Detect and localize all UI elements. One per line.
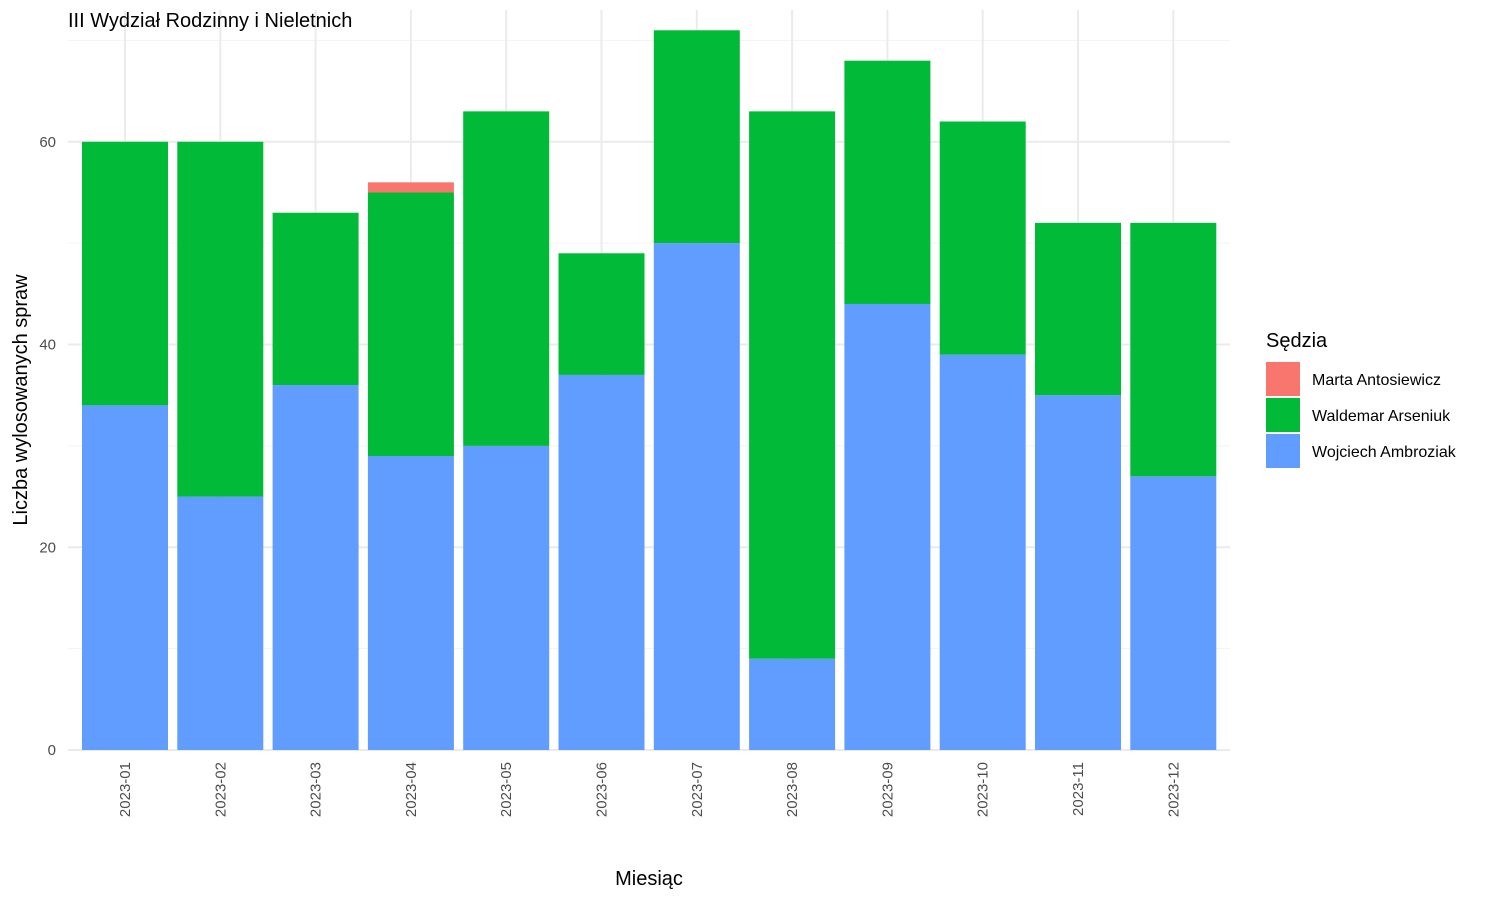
x-tick-label: 2023-05	[498, 762, 515, 817]
bar-segment	[1035, 395, 1121, 750]
bar-segment	[82, 405, 168, 750]
x-tick-label: 2023-11	[1070, 762, 1087, 816]
x-tick-label: 2023-01	[117, 762, 134, 817]
x-tick-label: 2023-10	[975, 762, 992, 817]
legend-swatch	[1266, 398, 1300, 432]
bar-segment	[367, 192, 454, 457]
y-axis-ticks: 0 20 40 60	[39, 134, 56, 759]
x-tick-label: 2023-02	[212, 762, 229, 817]
bar-segment	[272, 385, 359, 750]
legend-title: Sędzia	[1266, 330, 1328, 352]
bar-segment	[844, 60, 931, 304]
bar-segment	[82, 141, 168, 406]
y-tick-label: 40	[39, 337, 56, 354]
bar-segment	[463, 111, 550, 446]
legend-label: Wojciech Ambroziak	[1312, 444, 1457, 461]
legend-label: Waldemar Arseniuk	[1312, 408, 1451, 425]
bar-segment	[749, 111, 836, 659]
bar-segment	[939, 354, 1026, 750]
x-tick-label: 2023-07	[689, 762, 706, 817]
x-tick-label: 2023-03	[308, 762, 325, 817]
bar-segment	[1130, 222, 1217, 477]
bar-segment	[653, 243, 740, 750]
x-axis-ticks: 2023-01 2023-02 2023-03 2023-04 2023-05 2023-…	[117, 762, 1182, 817]
y-axis-title: Liczba wylosowanych spraw	[10, 274, 32, 526]
x-axis-title: Miesiąc	[615, 868, 683, 890]
bar-segment	[749, 658, 836, 750]
x-tick-label: 2023-09	[879, 762, 896, 817]
x-tick-label: 2023-12	[1165, 762, 1182, 817]
y-tick-label: 60	[39, 134, 56, 151]
chart-title: III Wydział Rodzinny i Nieletnich	[68, 10, 352, 32]
x-tick-label: 2023-08	[784, 762, 801, 817]
x-tick-label: 2023-04	[403, 762, 420, 817]
bars	[82, 30, 1217, 750]
bar-segment	[844, 303, 931, 750]
legend-swatch	[1266, 434, 1300, 468]
bar-segment	[177, 141, 264, 497]
x-tick-label: 2023-06	[594, 762, 611, 817]
bar-segment	[939, 121, 1026, 355]
legend-label: Marta Antosiewicz	[1312, 372, 1441, 389]
bar-segment	[177, 496, 264, 750]
bar-segment	[367, 456, 454, 750]
bar-segment	[558, 374, 645, 750]
bar-segment	[653, 30, 740, 244]
bar-segment	[367, 182, 454, 193]
bar-segment	[463, 445, 550, 750]
legend-swatch	[1266, 362, 1300, 396]
bar-segment	[558, 253, 645, 375]
bar-segment	[1035, 222, 1121, 396]
y-tick-label: 20	[39, 539, 56, 556]
y-tick-label: 0	[48, 742, 56, 759]
bar-segment	[272, 212, 359, 386]
legend: Sędzia Marta Antosiewicz Waldemar Arseniu…	[1266, 330, 1457, 468]
bar-segment	[1130, 476, 1217, 750]
